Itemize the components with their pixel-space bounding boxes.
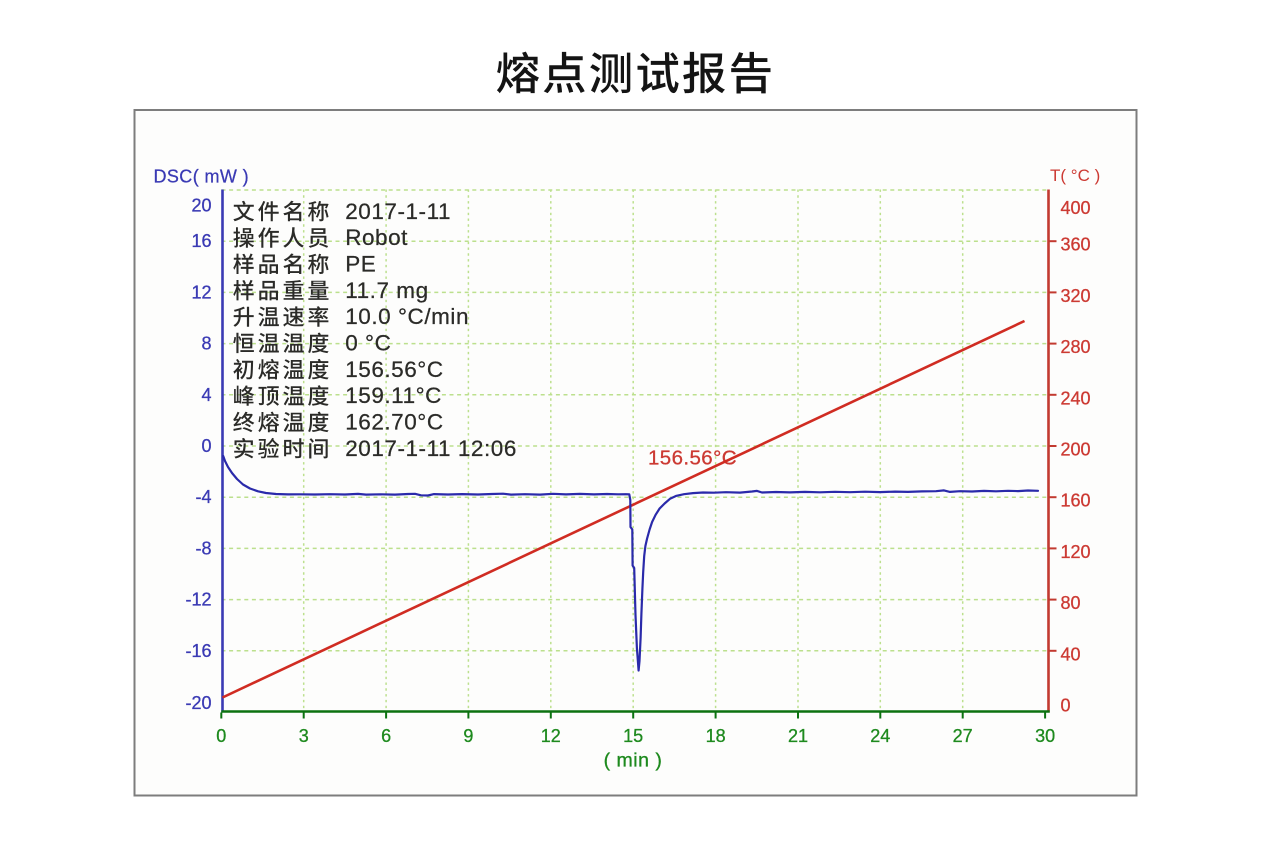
svg-text:0 °C: 0 °C bbox=[345, 331, 391, 356]
svg-text:40: 40 bbox=[1061, 644, 1081, 664]
svg-text:-12: -12 bbox=[185, 590, 211, 610]
svg-text:24: 24 bbox=[870, 726, 890, 746]
svg-text:3: 3 bbox=[299, 726, 309, 746]
svg-text:4: 4 bbox=[201, 385, 211, 405]
svg-text:6: 6 bbox=[381, 726, 391, 746]
svg-text:2017-1-11 12:06: 2017-1-11 12:06 bbox=[345, 436, 517, 461]
svg-text:12: 12 bbox=[191, 282, 211, 302]
svg-text:9: 9 bbox=[463, 726, 473, 746]
svg-text:0: 0 bbox=[216, 726, 226, 746]
svg-text:16: 16 bbox=[191, 231, 211, 251]
svg-text:T( °C ): T( °C ) bbox=[1050, 166, 1100, 185]
svg-text:15: 15 bbox=[623, 726, 643, 746]
svg-text:120: 120 bbox=[1061, 542, 1091, 562]
svg-text:( min ): ( min ) bbox=[604, 750, 663, 772]
svg-text:156.56°C: 156.56°C bbox=[648, 447, 737, 470]
svg-text:240: 240 bbox=[1061, 388, 1091, 408]
svg-text:2017-1-11: 2017-1-11 bbox=[345, 199, 451, 224]
svg-text:200: 200 bbox=[1061, 440, 1091, 460]
svg-text:Robot: Robot bbox=[345, 225, 408, 250]
svg-text:-4: -4 bbox=[195, 487, 211, 507]
svg-text:0: 0 bbox=[1061, 696, 1071, 716]
svg-text:360: 360 bbox=[1061, 235, 1091, 255]
svg-text:21: 21 bbox=[788, 726, 808, 746]
svg-text:10.0 °C/min: 10.0 °C/min bbox=[345, 304, 469, 329]
svg-text:-8: -8 bbox=[195, 538, 211, 558]
svg-text:27: 27 bbox=[953, 726, 973, 746]
svg-text:80: 80 bbox=[1061, 593, 1081, 613]
svg-text:-16: -16 bbox=[185, 641, 211, 661]
svg-text:400: 400 bbox=[1061, 198, 1091, 218]
svg-text:159.11°C: 159.11°C bbox=[345, 383, 442, 408]
svg-text:280: 280 bbox=[1061, 337, 1091, 357]
svg-text:11.7 mg: 11.7 mg bbox=[345, 278, 428, 303]
svg-text:PE: PE bbox=[345, 252, 376, 277]
svg-text:12: 12 bbox=[541, 726, 561, 746]
svg-text:320: 320 bbox=[1061, 286, 1091, 306]
svg-text:8: 8 bbox=[201, 334, 211, 354]
svg-text:162.70°C: 162.70°C bbox=[345, 410, 443, 435]
svg-text:20: 20 bbox=[191, 196, 211, 216]
svg-text:156.56°C: 156.56°C bbox=[345, 357, 443, 382]
svg-text:18: 18 bbox=[706, 726, 726, 746]
svg-text:DSC( mW ): DSC( mW ) bbox=[154, 167, 250, 187]
svg-text:30: 30 bbox=[1035, 726, 1055, 746]
svg-text:-20: -20 bbox=[185, 693, 211, 713]
svg-text:0: 0 bbox=[201, 436, 211, 456]
svg-text:160: 160 bbox=[1061, 491, 1091, 511]
